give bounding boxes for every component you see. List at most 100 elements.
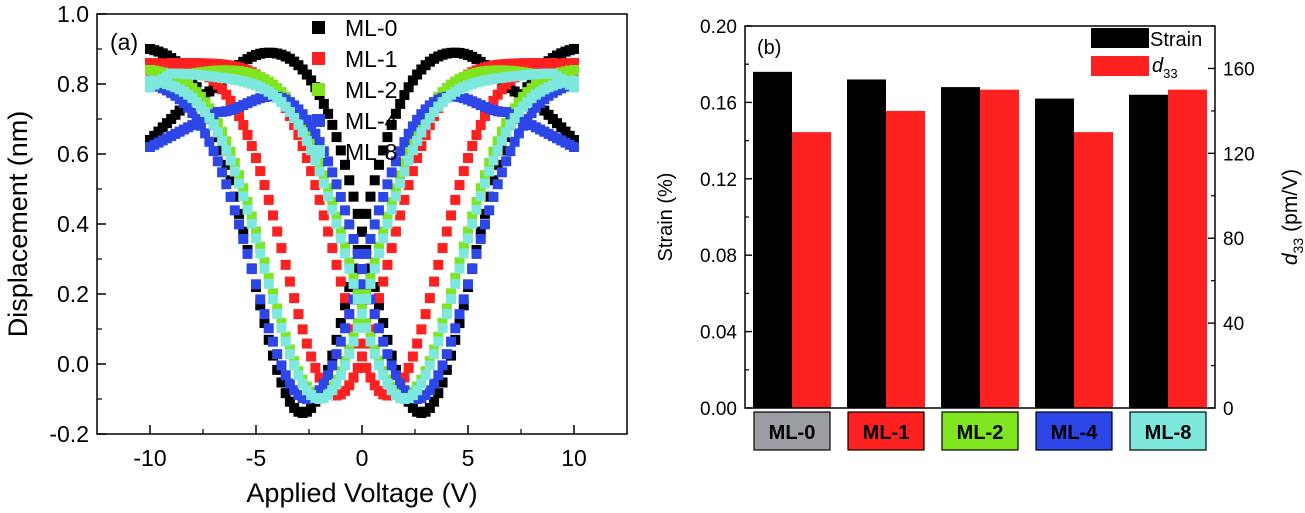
panel-b-category-label-ml-2: ML-2 <box>957 422 1004 444</box>
panel-a-data-point-ml-8 <box>284 107 295 118</box>
panel-a-data-point-ml-8 <box>310 155 321 166</box>
panel-a-data-point-ml-8 <box>437 323 448 334</box>
panel-a-data-point-ml-1 <box>221 89 232 100</box>
panel-a-data-point-ml-4 <box>378 336 389 347</box>
panel-a-data-point-ml-8 <box>331 378 342 389</box>
panel-a-data-point-ml-1 <box>225 95 236 106</box>
panel-a-data-point-ml-4 <box>259 309 270 320</box>
panel-a-legend-label-ml-1: ML-1 <box>345 46 397 72</box>
panel-a-data-point-ml-8 <box>386 204 397 215</box>
panel-a-data-point-ml-1 <box>420 309 431 320</box>
panel-a-data-point-ml-8 <box>424 113 435 124</box>
panel-b-category-label-ml-0: ML-0 <box>769 422 816 444</box>
panel-a-data-point-ml-4 <box>242 248 253 259</box>
panel-a-data-point-ml-0 <box>407 75 418 86</box>
panel-a-data-point-ml-8 <box>272 308 283 319</box>
panel-a-data-point-ml-2 <box>331 211 342 222</box>
panel-a-data-point-ml-4 <box>238 233 249 244</box>
panel-a-y-ticks: -0.2 0.0 0.2 0.4 0.6 0.8 1.0 <box>49 1 106 447</box>
panel-a-data-point-ml-0 <box>373 300 384 311</box>
panel-a-data-point-ml-1 <box>441 226 452 237</box>
panel-b-left-y-axis-label: Strain (%) <box>655 173 677 262</box>
panel-a-data-point-ml-4 <box>484 205 495 216</box>
panel-a-data-point-ml-1 <box>424 293 435 304</box>
panel-a-data-point-ml-1 <box>238 119 249 130</box>
panel-a-data-point-ml-4 <box>412 114 423 125</box>
panel-a-data-point-ml-0 <box>378 318 389 329</box>
panel-a-data-point-ml-2 <box>352 317 363 328</box>
panel-a-data-point-ml-1 <box>467 141 478 152</box>
panel-a-data-point-ml-2 <box>569 65 579 75</box>
panel-b-bar-strain-ml-1 <box>847 79 886 408</box>
panel-a-data-point-ml-0 <box>301 69 312 80</box>
panel-a-data-point-ml-8 <box>446 294 457 305</box>
panel-a-y-tick-label: 0.0 <box>57 351 89 377</box>
panel-a-data-point-ml-0 <box>382 132 393 143</box>
panel-a-data-point-ml-8 <box>412 135 423 146</box>
panel-b-category-box-ml-0 <box>753 411 831 451</box>
panel-a-data-point-ml-4 <box>369 309 380 320</box>
panel-a-label: (a) <box>110 29 138 55</box>
panel-a-data-point-ml-1 <box>344 380 355 391</box>
panel-a-data-point-ml-1 <box>318 210 329 221</box>
panel-a-x-tick-label: 0 <box>356 445 369 471</box>
panel-a-data-point-ml-8 <box>276 323 287 334</box>
panel-a-data-point-ml-4 <box>505 146 516 157</box>
panel-a-data-point-ml-1 <box>373 293 384 304</box>
panel-a-data-point-ml-1 <box>293 309 304 320</box>
panel-a-data-point-ml-4 <box>373 323 384 334</box>
panel-a-data-point-ml-4 <box>403 128 414 139</box>
panel-a-displacement-chart: -10 -5 0 5 10 -0.20.00.20.40.60.81.0 ML-0ML-… <box>3 1 628 508</box>
panel-a-data-point-ml-4 <box>429 378 440 389</box>
panel-a-data-point-ml-0 <box>357 226 367 237</box>
panel-a-data-point-ml-8 <box>484 166 495 177</box>
panel-a-data-point-ml-1 <box>361 362 372 373</box>
panel-a-data-point-ml-2 <box>369 257 380 268</box>
panel-b-left-y-tick-label: 0.04 <box>700 323 737 344</box>
panel-a-data-point-ml-0 <box>429 396 440 407</box>
panel-a-data-point-ml-8 <box>327 204 338 215</box>
panel-a-data-point-ml-8 <box>357 308 367 319</box>
panel-a-data-point-ml-4 <box>200 128 211 139</box>
panel-a-data-point-ml-4 <box>382 349 393 360</box>
panel-a-data-point-ml-1 <box>479 110 490 121</box>
panel-a-data-point-ml-8 <box>369 348 380 359</box>
panel-a-data-point-ml-8 <box>361 294 372 305</box>
panel-a-data-point-ml-1 <box>390 226 401 237</box>
panel-a-data-point-ml-8 <box>251 233 261 244</box>
panel-a-data-point-ml-0 <box>306 402 317 413</box>
panel-a-data-point-ml-8 <box>327 385 338 396</box>
panel-a-data-point-ml-4 <box>234 219 245 230</box>
panel-a-data-point-ml-0 <box>454 318 465 329</box>
panel-a-data-point-ml-2 <box>267 288 278 299</box>
panel-a-data-point-ml-0 <box>276 377 287 388</box>
panel-a-y-tick-label: 0.6 <box>57 141 89 167</box>
panel-a-data-point-ml-8 <box>301 135 312 146</box>
d33-subscript: 33 <box>1290 238 1305 254</box>
panel-a-data-point-ml-1 <box>437 243 448 254</box>
panel-a-legend-label-ml-4: ML-4 <box>345 108 398 134</box>
panel-a-data-point-ml-4 <box>361 248 372 259</box>
panel-a-data-point-ml-8 <box>509 113 520 124</box>
panel-a-data-point-ml-4 <box>280 370 291 381</box>
panel-a-x-ticks: -10 -5 0 5 10 <box>133 425 587 471</box>
panel-a-data-point-ml-1 <box>357 351 367 362</box>
panel-a-data-point-ml-0 <box>335 145 346 156</box>
panel-a-data-point-ml-4 <box>467 264 478 275</box>
panel-a-data-point-ml-0 <box>238 226 249 237</box>
panel-a-data-point-ml-4 <box>318 378 329 389</box>
panel-a-data-point-ml-4 <box>323 156 334 167</box>
panel-a-data-point-ml-4 <box>204 136 215 147</box>
panel-a-data-point-ml-8 <box>344 263 355 274</box>
panel-a-legend-swatch-ml-4 <box>312 114 325 127</box>
panel-a-data-point-ml-8 <box>280 336 291 347</box>
panel-b-left-y-ticks: 0.00 0.04 0.08 0.12 0.16 0.20 <box>700 17 752 420</box>
panel-a-data-point-ml-1 <box>263 194 274 205</box>
panel-a-data-point-ml-4 <box>246 264 257 275</box>
panel-a-data-point-ml-8 <box>365 336 376 347</box>
panel-a-data-point-ml-4 <box>344 309 355 320</box>
panel-a-data-point-ml-8 <box>429 107 440 118</box>
panel-a-data-point-ml-1 <box>297 141 308 152</box>
panel-a-data-point-ml-2 <box>340 241 351 252</box>
panel-a-data-point-ml-4 <box>335 191 346 202</box>
